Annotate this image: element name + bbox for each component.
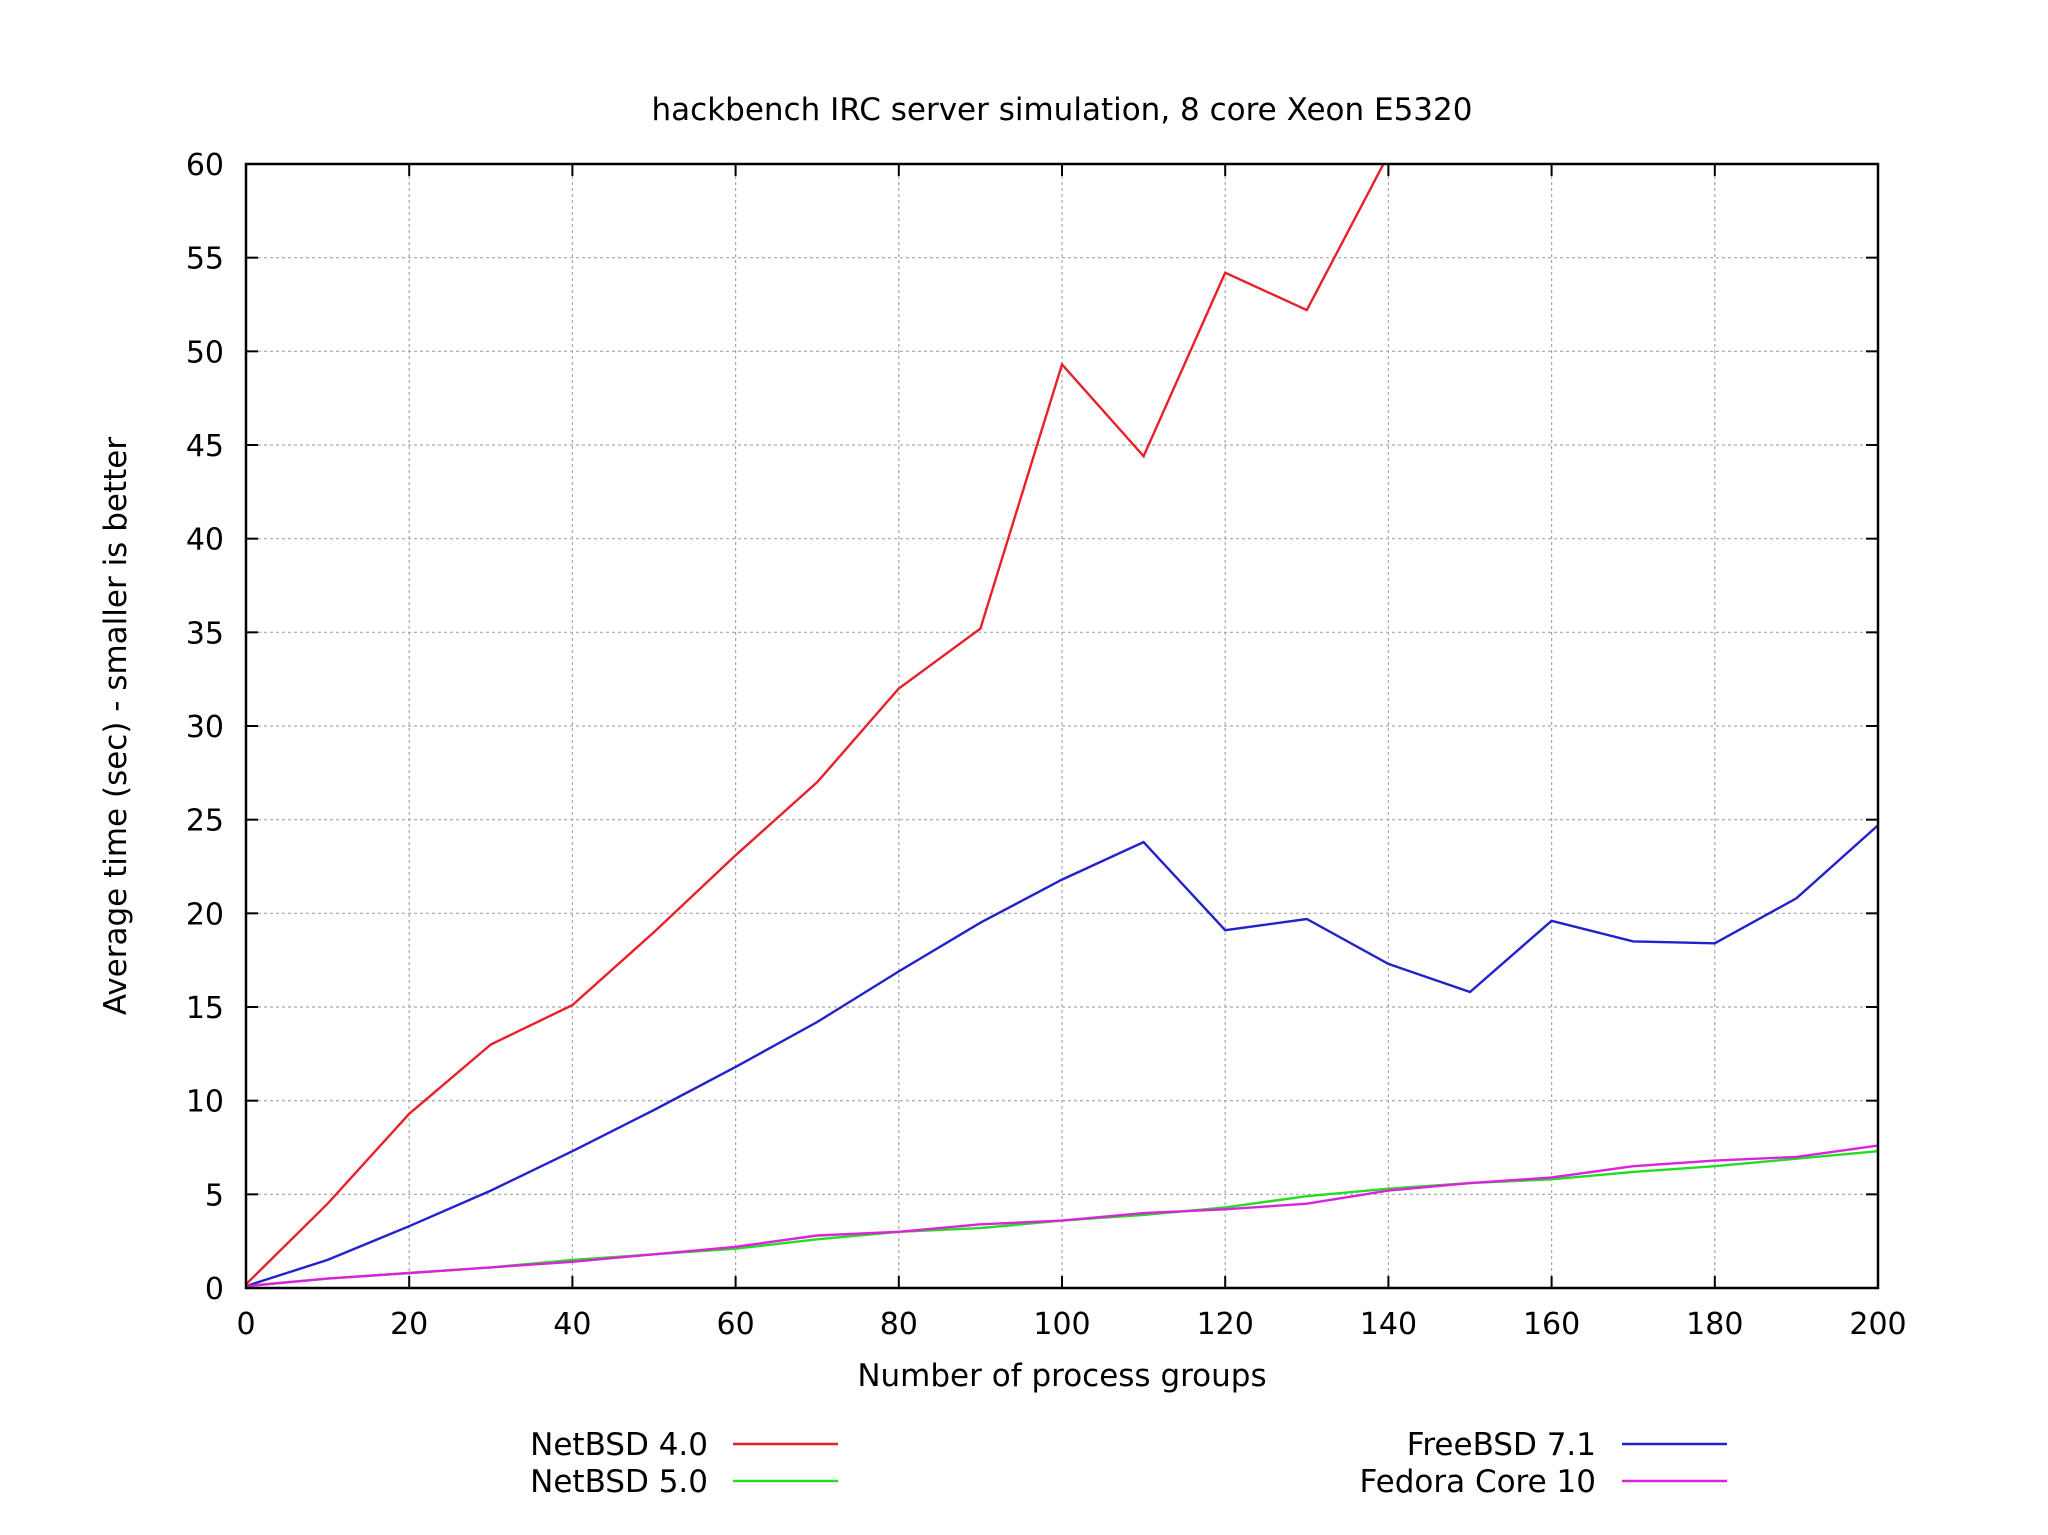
x-axis-title: Number of process groups bbox=[857, 1358, 1266, 1394]
x-tick-label: 40 bbox=[553, 1307, 591, 1342]
x-tick-label: 200 bbox=[1849, 1307, 1906, 1342]
legend-label: Fedora Core 10 bbox=[1360, 1464, 1597, 1500]
legend-label: NetBSD 4.0 bbox=[530, 1427, 708, 1463]
series-line-fedora-core-10 bbox=[246, 1144, 1878, 1288]
legend-item: NetBSD 5.0 bbox=[530, 1464, 838, 1500]
frame-layer bbox=[244, 162, 1880, 1290]
y-tick-label: 60 bbox=[186, 148, 224, 183]
y-tick-label: 10 bbox=[186, 1085, 224, 1120]
x-tick-label: 160 bbox=[1523, 1307, 1580, 1342]
y-tick-label: 30 bbox=[186, 710, 224, 745]
x-tick-label: 100 bbox=[1033, 1307, 1090, 1342]
plot-frame bbox=[244, 162, 1880, 1290]
series-line-freebsd-7-1 bbox=[246, 824, 1878, 1288]
legend-item: FreeBSD 7.1 bbox=[1407, 1427, 1727, 1463]
y-tick-label: 25 bbox=[186, 804, 224, 839]
y-tick-label: 20 bbox=[186, 897, 224, 932]
legend-label: FreeBSD 7.1 bbox=[1407, 1427, 1596, 1463]
x-tick-label: 140 bbox=[1360, 1307, 1417, 1342]
series-line-netbsd-4-0 bbox=[246, 164, 1385, 1286]
legend-item: Fedora Core 10 bbox=[1360, 1464, 1727, 1500]
y-tick-label: 50 bbox=[186, 335, 224, 370]
y-axis-title: Average time (sec) - smaller is better bbox=[98, 437, 134, 1015]
chart-title: hackbench IRC server simulation, 8 core … bbox=[652, 92, 1473, 128]
y-tick-label: 35 bbox=[186, 616, 224, 651]
series-layer bbox=[246, 164, 1878, 1288]
y-tick-label: 0 bbox=[205, 1272, 224, 1307]
y-tick-label: 55 bbox=[186, 242, 224, 277]
x-tick-label: 180 bbox=[1686, 1307, 1743, 1342]
x-tick-label: 60 bbox=[717, 1307, 755, 1342]
x-tick-label: 20 bbox=[390, 1307, 428, 1342]
series-line-netbsd-5-0 bbox=[246, 1150, 1878, 1288]
grid-layer bbox=[246, 164, 1878, 1288]
x-tick-label: 120 bbox=[1197, 1307, 1254, 1342]
legend-item: NetBSD 4.0 bbox=[530, 1427, 838, 1463]
y-tick-label: 5 bbox=[205, 1178, 224, 1213]
legend-label: NetBSD 5.0 bbox=[530, 1464, 708, 1500]
x-tick-label: 0 bbox=[236, 1307, 255, 1342]
y-tick-label: 40 bbox=[186, 523, 224, 558]
label-layer: hackbench IRC server simulation, 8 core … bbox=[98, 92, 1907, 1394]
y-tick-label: 15 bbox=[186, 991, 224, 1026]
x-tick-label: 80 bbox=[880, 1307, 918, 1342]
y-tick-label: 45 bbox=[186, 429, 224, 464]
